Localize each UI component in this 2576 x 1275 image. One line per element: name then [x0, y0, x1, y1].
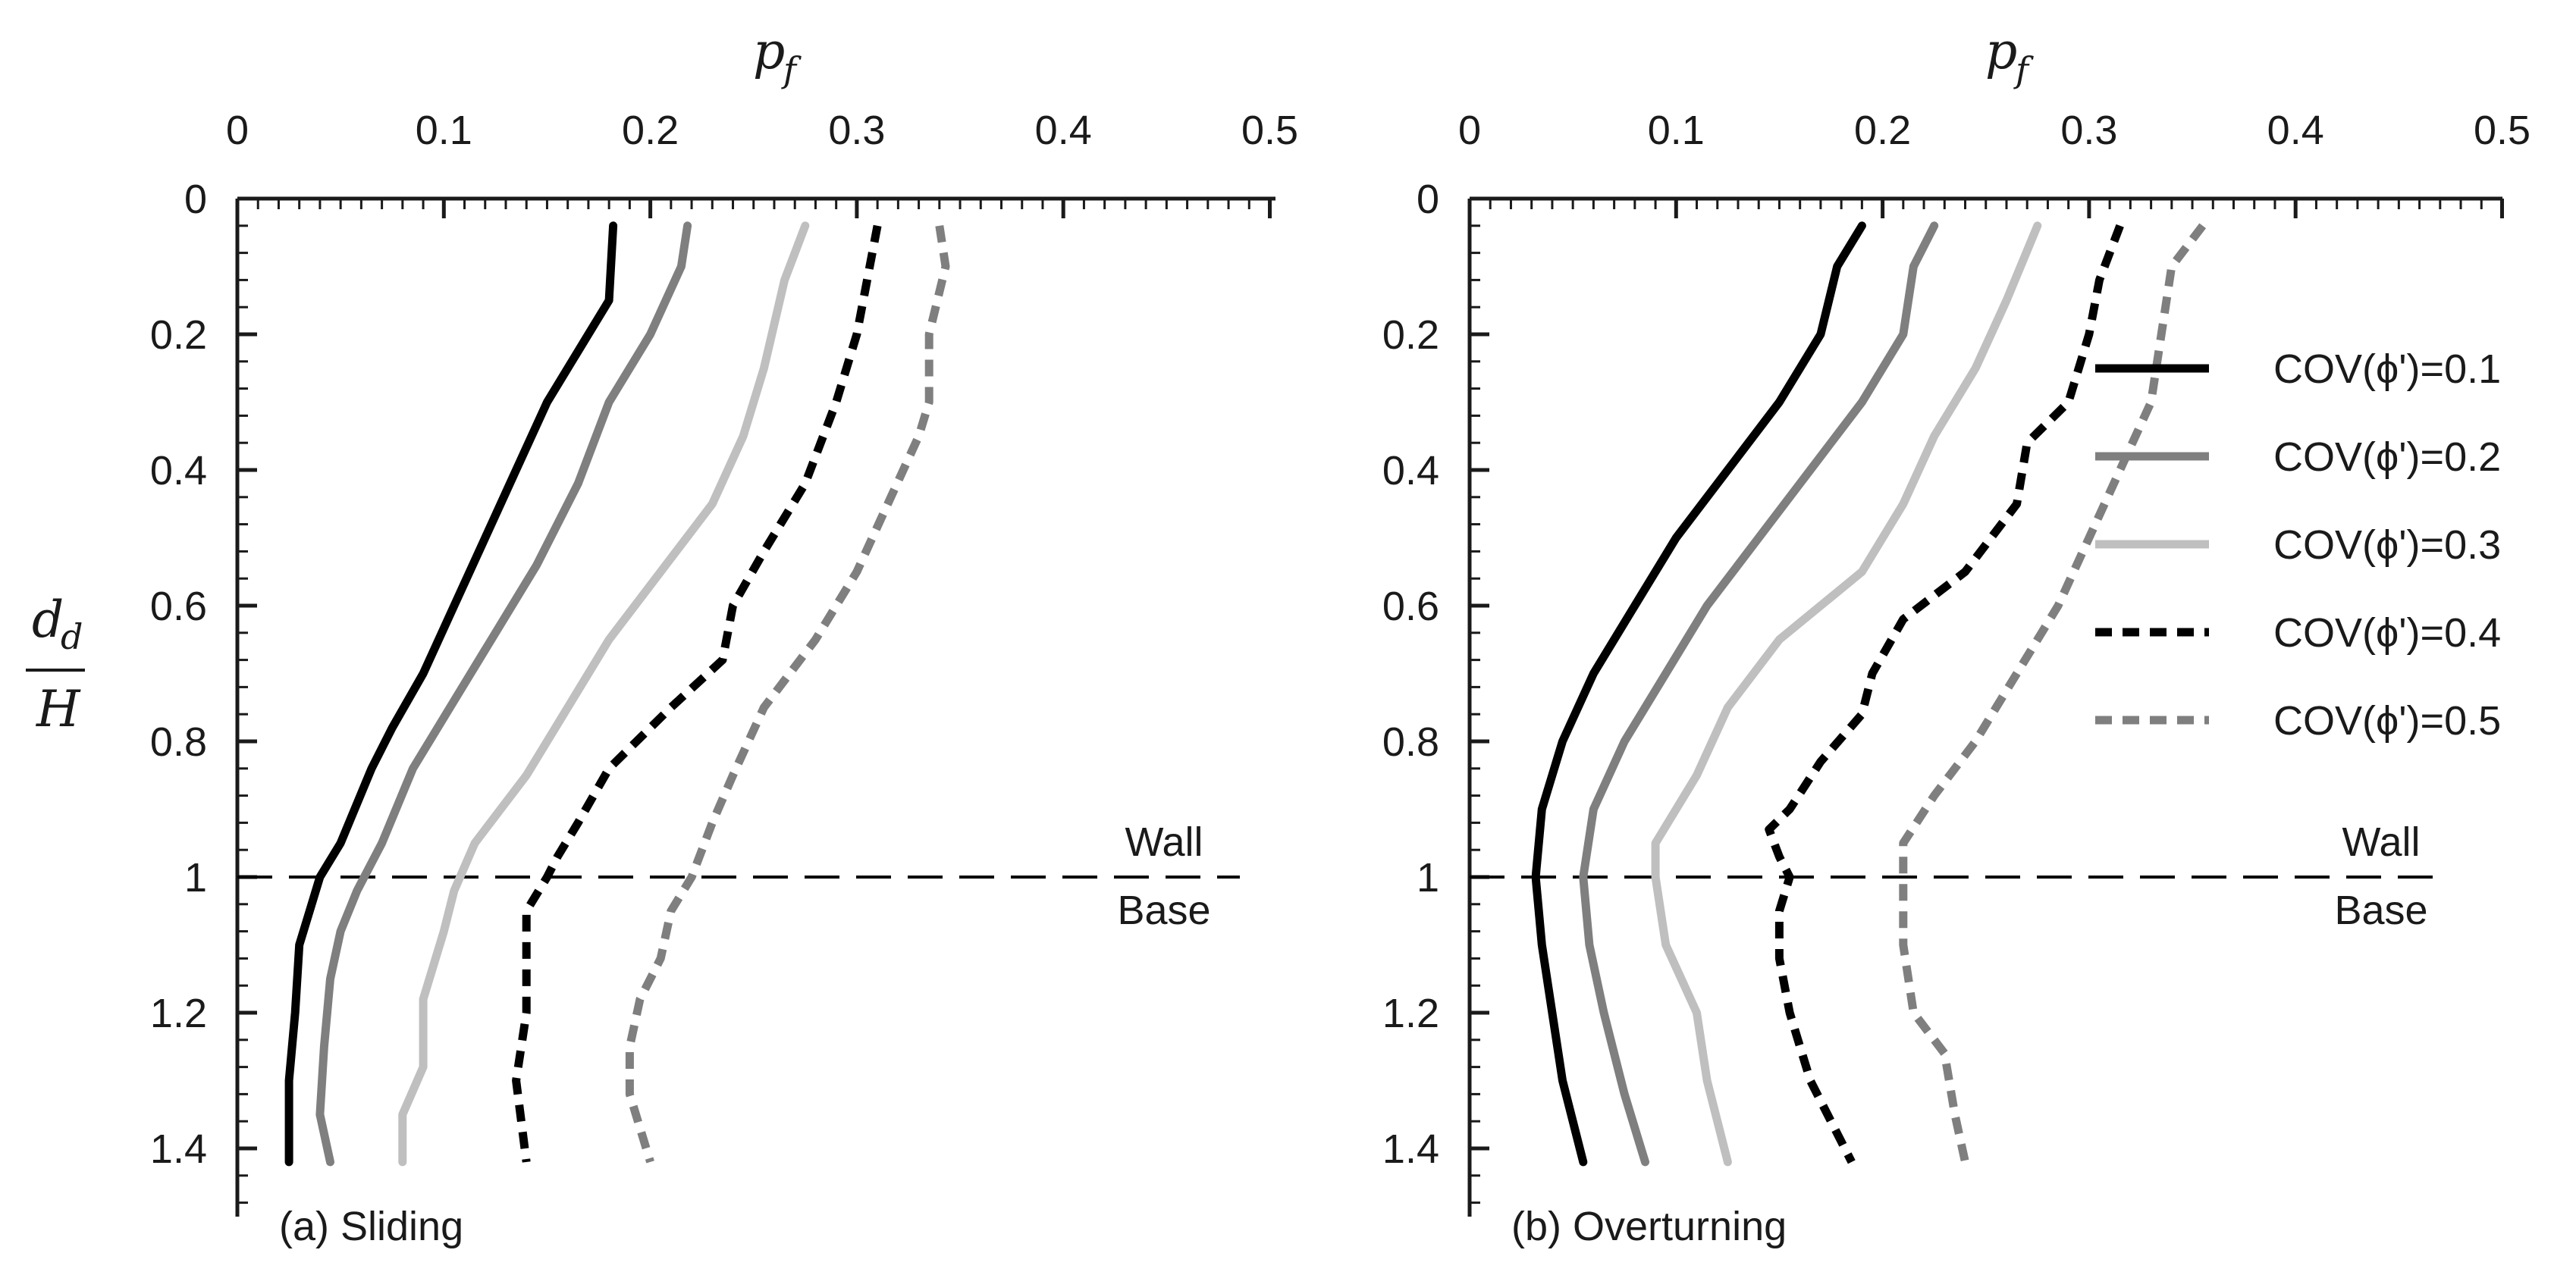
y-tick-label: 1.2	[150, 991, 207, 1036]
series-line-3	[398, 221, 810, 1167]
x-tick-label: 0.2	[622, 108, 679, 153]
series-line-3	[1651, 221, 2042, 1167]
series-line-1	[1531, 221, 1866, 1167]
series-line-5	[625, 224, 950, 1164]
y-tick-label: 0.8	[1382, 719, 1439, 765]
y-tick-label: 0	[184, 177, 207, 222]
x-tick-label: 0.4	[2267, 108, 2324, 153]
y-tick-label: 0.2	[1382, 312, 1439, 358]
y-axis-label: d d H	[26, 591, 85, 738]
y-tick-label: 0	[1417, 177, 1439, 222]
y-tick-label: 0.4	[1382, 448, 1439, 493]
panel-overturning: 0 0.1 0.2 0.3 0.4 0.5 pf 0 0.2 0.4 0.6 0.8 1 1.2 1.4 Wa…	[1382, 22, 2531, 1249]
y-tick-label: 0.2	[150, 312, 207, 358]
series-line-5	[1899, 223, 2207, 1164]
legend-label-4: COV(ϕ')=0.4	[2273, 610, 2501, 656]
panel-sliding: 0 0.1 0.2 0.3 0.4 0.5 pf 0 0.2 0.4 0.6 0.8 1 1.2 1.4 Wa…	[150, 22, 1298, 1249]
y-tick-label: 0.6	[1382, 584, 1439, 629]
series-line-4	[512, 224, 882, 1163]
x-axis-title: p	[753, 22, 785, 80]
y-tick-label: 0.8	[150, 719, 207, 765]
panel-label: (b) Overturning	[1511, 1204, 1787, 1249]
x-tick-label: 0.1	[416, 108, 472, 153]
x-tick-label: 0.2	[1854, 108, 1911, 153]
wall-label: Wall	[1125, 819, 1203, 865]
x-axis-title-subscript: f	[781, 49, 802, 90]
y-tick-label: 1	[1417, 855, 1439, 901]
x-tick-label: 0	[1458, 108, 1481, 153]
legend-label-3: COV(ϕ')=0.3	[2273, 522, 2501, 568]
series-line-1	[284, 221, 618, 1167]
y-tick-label: 1.2	[1382, 991, 1439, 1036]
x-tick-label: 0.1	[1648, 108, 1705, 153]
y-axis-label-subscript: d	[61, 616, 83, 657]
wall-label: Wall	[2342, 819, 2421, 865]
x-tick-label: 0.5	[2474, 108, 2531, 153]
y-tick-label: 0.6	[150, 584, 207, 629]
series-line-4	[1765, 224, 2124, 1164]
legend: COV(ϕ')=0.1 COV(ϕ')=0.2 COV(ϕ')=0.3 COV(ϕ')…	[2095, 346, 2501, 744]
x-axis-title-subscript: f	[2013, 49, 2034, 90]
series-line-2	[1579, 221, 1939, 1167]
y-tick-label: 0.4	[150, 448, 207, 493]
y-tick-label: 1.4	[150, 1126, 207, 1172]
legend-label-2: COV(ϕ')=0.2	[2273, 434, 2501, 480]
base-label: Base	[1117, 888, 1210, 933]
y-tick-label: 1.4	[1382, 1126, 1439, 1172]
x-tick-label: 0.3	[828, 108, 885, 153]
y-axis-label-numerator: d	[32, 591, 64, 649]
x-tick-label: 0.5	[1241, 108, 1298, 153]
y-tick-label: 1	[184, 855, 207, 901]
x-tick-label: 0	[226, 108, 249, 153]
x-axis-title: p	[1985, 22, 2017, 80]
panel-label: (a) Sliding	[279, 1204, 463, 1249]
base-label: Base	[2334, 888, 2427, 933]
legend-label-1: COV(ϕ')=0.1	[2273, 346, 2501, 392]
series-line-2	[315, 221, 692, 1167]
y-axis-label-denominator: H	[36, 680, 81, 738]
x-tick-label: 0.4	[1035, 108, 1092, 153]
x-tick-label: 0.3	[2060, 108, 2117, 153]
legend-label-5: COV(ϕ')=0.5	[2273, 698, 2501, 744]
